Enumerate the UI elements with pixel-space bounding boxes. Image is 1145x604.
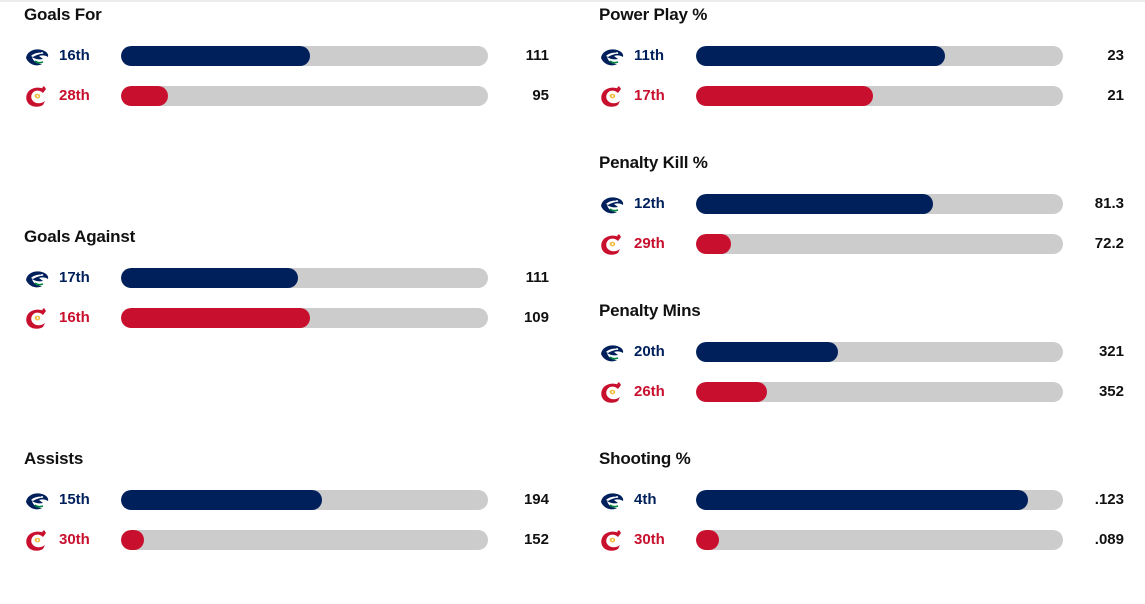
stat-bar-fill — [696, 234, 731, 254]
stat-title: Goals Against — [24, 227, 136, 246]
top-divider — [0, 0, 1145, 2]
stat-bar-track — [696, 194, 1063, 214]
canucks-orca-icon — [599, 489, 625, 513]
stat-bar-fill — [121, 46, 310, 66]
stat-value: 95 — [532, 87, 549, 104]
stat-bar-track — [696, 234, 1063, 254]
flames-flaming-c-icon — [599, 381, 625, 405]
stat-bar-track — [121, 46, 488, 66]
stat-bar-fill — [696, 194, 934, 214]
canucks-orca-icon — [599, 193, 625, 217]
stat-bar-fill — [121, 490, 323, 510]
team-rank: 17th — [59, 269, 90, 286]
flames-flaming-c-icon — [599, 233, 625, 257]
stat-value: 111 — [525, 47, 549, 64]
canucks-orca-icon — [599, 341, 625, 365]
flames-flaming-c-icon — [24, 307, 50, 331]
stat-title: Power Play % — [599, 5, 708, 24]
stat-bar-fill — [121, 530, 145, 550]
team-rank: 4th — [634, 491, 657, 508]
stat-bar-track — [696, 46, 1063, 66]
stat-title: Goals For — [24, 5, 102, 24]
team-stat-row: 26th 352 — [599, 381, 1129, 403]
stat-value: 109 — [523, 309, 549, 326]
stat-bar-track — [121, 490, 488, 510]
stat-bar-track — [696, 490, 1063, 510]
stat-bar-track — [121, 308, 488, 328]
flames-flaming-c-icon — [24, 529, 50, 553]
stat-goals-against: Goals Against 17th 111 16th 109 — [24, 222, 564, 342]
stat-shooting-pct: Shooting % 4th .123 30th .089 — [599, 444, 1139, 564]
stat-title: Shooting % — [599, 449, 691, 468]
canucks-orca-icon — [24, 489, 50, 513]
stat-value: 81.3 — [1094, 195, 1124, 212]
team-stat-row: 16th 111 — [24, 45, 554, 67]
flames-flaming-c-icon — [599, 85, 625, 109]
stat-bar-fill — [696, 530, 720, 550]
canucks-orca-icon — [24, 45, 50, 69]
team-rank: 28th — [59, 87, 90, 104]
stat-bar-fill — [696, 342, 839, 362]
stat-bar-fill — [121, 308, 310, 328]
team-rank: 12th — [634, 195, 665, 212]
stat-bar-track — [121, 530, 488, 550]
stat-value: .123 — [1094, 491, 1124, 508]
stat-value: 352 — [1098, 383, 1124, 400]
team-stat-row: 16th 109 — [24, 307, 554, 329]
team-stat-row: 30th 152 — [24, 529, 554, 551]
canucks-orca-icon — [24, 267, 50, 291]
team-rank: 30th — [634, 531, 665, 548]
stat-bar-fill — [121, 86, 168, 106]
stat-title: Penalty Kill % — [599, 153, 708, 172]
stat-bar-track — [121, 86, 488, 106]
team-rank: 16th — [59, 47, 90, 64]
stat-title: Penalty Mins — [599, 301, 701, 320]
flames-flaming-c-icon — [24, 85, 50, 109]
stat-bar-fill — [696, 46, 945, 66]
team-stat-row: 29th 72.2 — [599, 233, 1129, 255]
team-stat-row: 11th 23 — [599, 45, 1129, 67]
stat-bar-fill — [696, 490, 1029, 510]
team-rank: 11th — [634, 47, 665, 64]
stat-title: Assists — [24, 449, 84, 468]
stat-value: 321 — [1098, 343, 1124, 360]
canucks-orca-icon — [599, 45, 625, 69]
team-stat-row: 30th .089 — [599, 529, 1129, 551]
team-rank: 16th — [59, 309, 90, 326]
team-rank: 26th — [634, 383, 665, 400]
stat-bar-track — [696, 382, 1063, 402]
stat-bar-track — [121, 268, 488, 288]
stat-bar-fill — [121, 268, 298, 288]
team-stat-row: 4th .123 — [599, 489, 1129, 511]
flames-flaming-c-icon — [599, 529, 625, 553]
stat-value: .089 — [1094, 531, 1124, 548]
team-rank: 15th — [59, 491, 90, 508]
stat-power-play-pct: Power Play % 11th 23 17th 21 — [599, 0, 1139, 120]
team-rank: 17th — [634, 87, 665, 104]
team-rank: 30th — [59, 531, 90, 548]
team-stat-row: 12th 81.3 — [599, 193, 1129, 215]
team-stat-row: 17th 21 — [599, 85, 1129, 107]
stat-penalty-kill-pct: Penalty Kill % 12th 81.3 29th 72.2 — [599, 148, 1139, 268]
stat-value: 72.2 — [1094, 235, 1124, 252]
stat-bar-fill — [696, 86, 873, 106]
stat-value: 194 — [523, 491, 549, 508]
stat-value: 21 — [1107, 87, 1124, 104]
stat-bar-track — [696, 86, 1063, 106]
stat-bar-fill — [696, 382, 767, 402]
stat-goals-for: Goals For 16th 111 28th 95 — [24, 0, 564, 120]
stat-value: 152 — [523, 531, 549, 548]
team-stat-row: 28th 95 — [24, 85, 554, 107]
team-stat-row: 15th 194 — [24, 489, 554, 511]
team-stat-row: 20th 321 — [599, 341, 1129, 363]
stat-bar-track — [696, 342, 1063, 362]
stat-value: 23 — [1107, 47, 1124, 64]
stat-assists: Assists 15th 194 30th 152 — [24, 444, 564, 564]
stat-value: 111 — [525, 269, 549, 286]
team-rank: 29th — [634, 235, 665, 252]
team-rank: 20th — [634, 343, 665, 360]
stat-bar-track — [696, 530, 1063, 550]
team-stat-row: 17th 111 — [24, 267, 554, 289]
stat-penalty-mins: Penalty Mins 20th 321 26th 352 — [599, 296, 1139, 416]
